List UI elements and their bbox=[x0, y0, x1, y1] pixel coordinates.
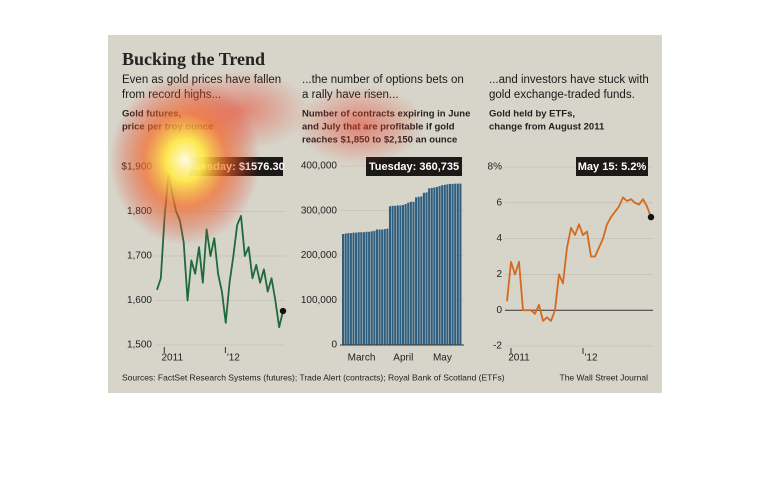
y-tick-label: 400,000 bbox=[301, 161, 338, 172]
bar bbox=[459, 183, 462, 345]
bar bbox=[409, 201, 412, 345]
bar bbox=[412, 201, 415, 345]
headline: ...the number of options bets on bbox=[302, 74, 464, 86]
x-tick-label: 2011 bbox=[162, 353, 184, 364]
bar bbox=[430, 187, 433, 345]
bar bbox=[402, 204, 405, 345]
end-dot bbox=[647, 213, 655, 221]
bar bbox=[394, 205, 397, 345]
y-tick-label: 4 bbox=[496, 233, 502, 244]
bar bbox=[404, 204, 407, 345]
subtitle: price per troy ounce bbox=[122, 122, 213, 133]
bar bbox=[381, 229, 384, 345]
headline: from record highs... bbox=[122, 89, 221, 101]
subtitle: Gold futures, bbox=[122, 109, 181, 120]
y-tick-label: 1,800 bbox=[127, 206, 152, 217]
bar bbox=[344, 233, 347, 345]
bar bbox=[454, 183, 457, 345]
y-tick-label: 1,700 bbox=[127, 251, 152, 262]
bar bbox=[357, 232, 360, 345]
bar bbox=[370, 231, 373, 345]
bar bbox=[456, 183, 459, 345]
bar bbox=[352, 232, 355, 345]
title: Bucking the Trend bbox=[122, 49, 265, 69]
subtitle: Number of contracts expiring in June bbox=[302, 109, 470, 120]
end-dot bbox=[279, 307, 287, 315]
y-tick-label: 100,000 bbox=[301, 295, 338, 306]
y-tick-label: -2 bbox=[493, 341, 502, 352]
bar bbox=[451, 183, 454, 345]
bar bbox=[342, 234, 345, 345]
bar bbox=[407, 202, 410, 345]
annotation: Tuesday: $1576.30 bbox=[188, 161, 284, 173]
x-tick-label: April bbox=[393, 353, 413, 364]
subtitle: reaches $1,850 to $2,150 an ounce bbox=[302, 135, 457, 146]
bar bbox=[360, 232, 363, 345]
bar bbox=[375, 229, 378, 345]
bar bbox=[373, 230, 376, 345]
bar bbox=[428, 188, 431, 345]
bar bbox=[378, 229, 381, 345]
subtitle: Gold held by ETFs, bbox=[489, 109, 575, 120]
bar bbox=[355, 232, 358, 345]
bar bbox=[399, 205, 402, 345]
annotation: May 15: 5.2% bbox=[578, 161, 647, 173]
y-tick-label: $1,900 bbox=[121, 162, 152, 173]
bar bbox=[438, 186, 441, 345]
bar bbox=[415, 197, 418, 345]
bar bbox=[396, 205, 399, 345]
headline: Even as gold prices have fallen bbox=[122, 74, 281, 86]
y-tick-label: 1,600 bbox=[127, 295, 152, 306]
bar bbox=[365, 231, 368, 345]
annotation: Tuesday: 360,735 bbox=[369, 161, 459, 173]
bar bbox=[383, 229, 386, 345]
credit: The Wall Street Journal bbox=[560, 372, 649, 382]
x-tick-label: '12 bbox=[227, 353, 240, 364]
bar bbox=[433, 187, 436, 345]
x-tick-label: March bbox=[348, 353, 376, 364]
bar bbox=[446, 184, 449, 345]
headline: a rally have risen... bbox=[302, 89, 399, 101]
y-tick-label: 8% bbox=[488, 162, 503, 173]
x-tick-label: May bbox=[433, 353, 452, 364]
y-tick-label: 0 bbox=[496, 305, 502, 316]
bar bbox=[441, 185, 444, 345]
bar bbox=[391, 205, 394, 345]
bar bbox=[443, 184, 446, 345]
bar bbox=[388, 206, 392, 345]
bar bbox=[368, 231, 371, 345]
y-tick-label: 6 bbox=[496, 197, 502, 208]
line-series bbox=[506, 196, 652, 322]
bar bbox=[422, 192, 425, 345]
bar bbox=[420, 196, 423, 345]
y-tick-label: 0 bbox=[331, 340, 337, 351]
annotation-box bbox=[576, 157, 648, 176]
bar bbox=[448, 183, 452, 345]
bar bbox=[349, 233, 352, 345]
source: Sources: FactSet Research Systems (futur… bbox=[122, 372, 505, 382]
bar bbox=[362, 232, 365, 345]
bar bbox=[417, 196, 420, 345]
bar bbox=[386, 228, 389, 345]
bar bbox=[347, 233, 350, 345]
y-tick-label: 200,000 bbox=[301, 250, 338, 261]
x-tick-label: 2011 bbox=[508, 353, 530, 364]
subtitle: and July that are profitable if gold bbox=[302, 122, 455, 133]
bar bbox=[435, 187, 438, 345]
subtitle: change from August 2011 bbox=[489, 122, 605, 133]
headline: gold exchange-traded funds. bbox=[489, 89, 635, 101]
y-tick-label: 1,500 bbox=[127, 340, 152, 351]
headline: ...and investors have stuck with bbox=[489, 74, 649, 86]
x-tick-label: '12 bbox=[584, 353, 597, 364]
y-tick-label: 300,000 bbox=[301, 205, 338, 216]
y-tick-label: 2 bbox=[496, 269, 502, 280]
bar bbox=[425, 192, 428, 345]
